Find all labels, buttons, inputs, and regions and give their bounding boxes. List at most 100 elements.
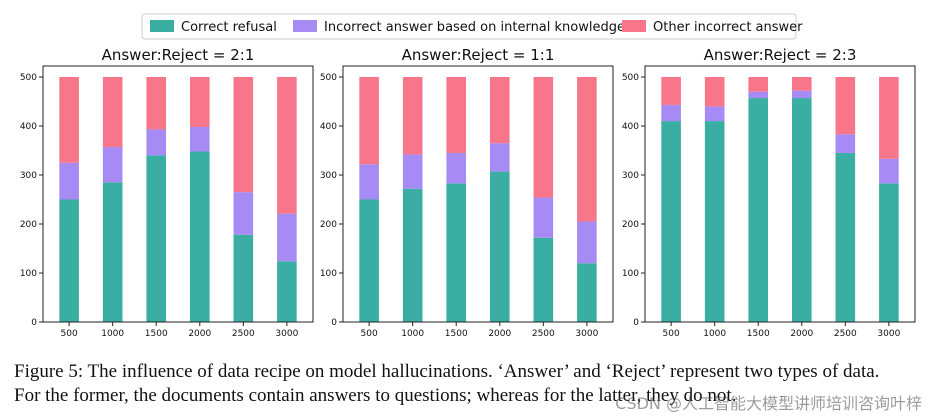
panel2-ytick-300: 300 (320, 171, 337, 181)
panel2-ytick-100: 100 (320, 269, 337, 279)
panel3-bar-500-s2 (661, 104, 681, 122)
panel1-bar-2000-s1 (189, 151, 210, 322)
panel3-title: Answer:Reject = 2:3 (704, 46, 857, 64)
panel1-bar-2500-s2 (233, 192, 254, 235)
panel3-xtick-1500: 1500 (747, 329, 770, 339)
panel2-bar-500-s1 (359, 199, 379, 322)
panel2-ytick-400: 400 (320, 122, 337, 132)
panel3-ytick-100: 100 (622, 269, 639, 279)
panel1-ytick-300: 300 (20, 171, 37, 181)
panel1-xtick-500: 500 (61, 329, 78, 339)
panel2-title: Answer:Reject = 1:1 (402, 46, 555, 64)
panel3-bar-1500-s2 (748, 91, 769, 99)
legend-label-1: Correct refusal (181, 20, 277, 35)
caption-line-1: Figure 5: The influence of data recipe o… (14, 361, 880, 382)
panel3-xtick-1000: 1000 (703, 329, 726, 339)
panel3-bar-2000-s2 (791, 90, 812, 99)
panel1-bar-500-s2 (59, 162, 79, 200)
panel3-bar-1000-s1 (704, 121, 725, 322)
panel2-frame (342, 65, 614, 323)
panel1-bar-500-s3 (59, 77, 79, 163)
panel3-ytick-400: 400 (622, 122, 639, 132)
panel3-xtick-2000: 2000 (790, 329, 813, 339)
panel1-bar-3000-s3 (277, 77, 297, 214)
panel2-bar-1000-s2 (402, 154, 423, 189)
legend-swatch-2 (293, 20, 317, 32)
legend-label-2: Incorrect answer based on internal knowl… (324, 20, 625, 35)
panel2-xtick-2000: 2000 (488, 329, 511, 339)
panel3-xtick-500: 500 (663, 329, 680, 339)
panel1-bar-2500-s3 (233, 77, 254, 193)
panel2-bar-2000-s2 (489, 143, 510, 172)
panel1-ytick-500: 500 (20, 73, 37, 83)
panel1-bar-1500-s2 (146, 129, 167, 156)
panel2-xtick-3000: 3000 (575, 329, 598, 339)
panel1-bar-3000-s2 (277, 213, 297, 262)
panel2-bar-500-s3 (359, 77, 379, 165)
panel1-bar-1500-s3 (146, 77, 167, 130)
panel3-bar-1000-s2 (704, 106, 725, 122)
panel3-bar-2500-s2 (835, 134, 856, 153)
panel3-bar-3000-s2 (879, 158, 899, 184)
panel2-bar-1500-s3 (446, 77, 467, 153)
panel2-bar-500-s2 (359, 164, 379, 200)
panel3-bar-2000-s3 (791, 77, 812, 91)
panel1-xtick-1500: 1500 (145, 329, 168, 339)
panel3-ytick-200: 200 (622, 220, 639, 230)
panel3-bar-1000-s3 (704, 77, 725, 107)
panel2-xtick-2500: 2500 (532, 329, 555, 339)
panel2-bar-2000-s1 (489, 171, 510, 322)
panel2-bar-1500-s2 (446, 152, 467, 184)
panel3-bar-1500-s1 (748, 98, 769, 322)
panel2-bar-1000-s1 (402, 188, 423, 322)
panel3-xtick-2500: 2500 (834, 329, 857, 339)
panel1-ytick-200: 200 (20, 220, 37, 230)
panel1-frame (42, 65, 314, 323)
figure-caption: Figure 5: The influence of data recipe o… (14, 360, 929, 408)
watermark: CSDN @人工智能大模型讲师培训咨询叶梓 (615, 394, 922, 413)
panel2-bar-2000-s3 (489, 77, 510, 144)
panel1-xtick-1000: 1000 (101, 329, 124, 339)
panel1-ytick-0: 0 (31, 318, 37, 328)
panel3-bar-1500-s3 (748, 77, 769, 92)
panel1-bar-1000-s2 (102, 147, 123, 183)
panel3-xtick-3000: 3000 (877, 329, 900, 339)
panel1-bar-3000-s1 (277, 261, 297, 322)
panel2-bar-1500-s1 (446, 183, 467, 322)
panel1-bar-2000-s3 (189, 77, 210, 127)
panel3-ytick-0: 0 (633, 318, 639, 328)
panel1-bar-1500-s1 (146, 155, 167, 322)
panel1-xtick-3000: 3000 (275, 329, 298, 339)
panel2-bar-3000-s2 (577, 221, 597, 264)
legend-swatch-1 (150, 20, 174, 32)
panel2-ytick-200: 200 (320, 220, 337, 230)
figure: Correct refusal Incorrect answer based on… (20, 13, 916, 339)
panel1-ytick-100: 100 (20, 269, 37, 279)
panel3-bar-2500-s1 (835, 152, 856, 322)
panel2-xtick-500: 500 (361, 329, 378, 339)
panel3-bar-2500-s3 (835, 77, 856, 135)
panel3-bar-3000-s1 (879, 183, 899, 322)
panel2-ytick-0: 0 (331, 318, 337, 328)
panel3-bar-500-s1 (661, 121, 681, 322)
legend-label-3: Other incorrect answer (653, 20, 803, 35)
panel2-bar-3000-s3 (577, 77, 597, 222)
panel3-frame (644, 65, 916, 323)
panel2-xtick-1500: 1500 (445, 329, 468, 339)
panel3-bar-3000-s3 (879, 77, 899, 159)
panel1-bar-1000-s3 (102, 77, 123, 148)
panel2-xtick-1000: 1000 (401, 329, 424, 339)
panel2-ytick-500: 500 (320, 73, 337, 83)
panel2-bar-2500-s2 (533, 197, 554, 238)
panel2-bar-1000-s3 (402, 77, 423, 155)
panel1-xtick-2000: 2000 (188, 329, 211, 339)
panel1-bar-2500-s1 (233, 234, 254, 322)
panel3-ytick-500: 500 (622, 73, 639, 83)
panel1-bar-500-s1 (59, 199, 79, 322)
panel1-title: Answer:Reject = 2:1 (102, 46, 255, 64)
panel2-bar-2500-s3 (533, 77, 554, 198)
panel1-xtick-2500: 2500 (232, 329, 255, 339)
panel3-bar-2000-s1 (791, 98, 812, 322)
legend-swatch-3 (622, 20, 646, 32)
panel2-bar-3000-s1 (577, 263, 597, 322)
